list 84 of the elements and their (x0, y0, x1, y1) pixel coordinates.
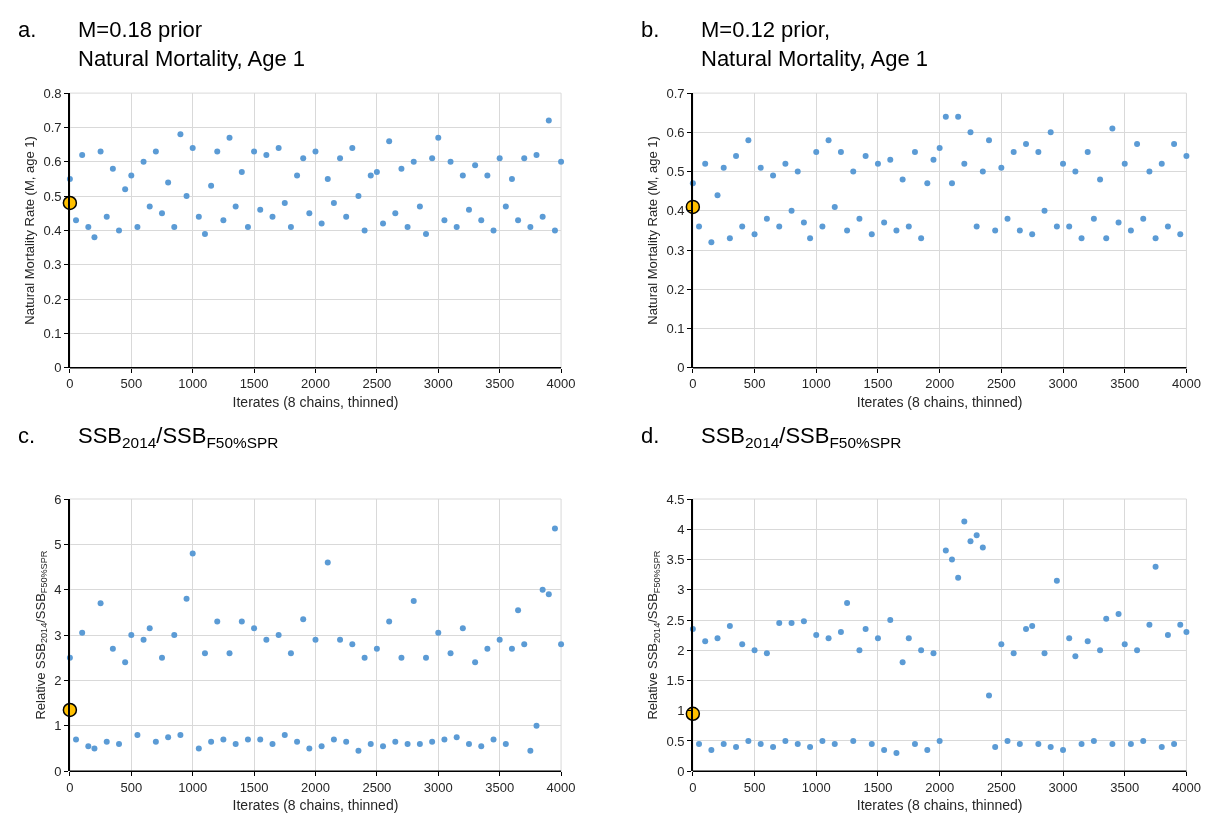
y-tick-label: 0 (677, 360, 685, 376)
y-tick-label: 0.6 (43, 154, 62, 170)
y-tick-label: 0.5 (666, 733, 685, 749)
x-tick-label: 0 (66, 779, 74, 795)
y-tick-label: 0.7 (666, 85, 685, 101)
y-tick-label: 2.5 (666, 612, 685, 628)
x-tick-label: 4000 (1171, 779, 1201, 795)
x-axis-title: Iterates (8 chains, thinned) (232, 797, 399, 814)
y-tick-label: 2 (54, 673, 62, 689)
y-tick-label: 0.3 (666, 242, 685, 258)
x-tick-label: 500 (743, 376, 766, 392)
y-tick-label: 0.6 (666, 124, 685, 140)
x-tick-label: 3000 (1048, 779, 1078, 795)
x-axis-title: Iterates (8 chains, thinned) (856, 393, 1023, 410)
y-tick-label: 2 (677, 642, 685, 658)
y-tick-label: 0.5 (43, 188, 62, 204)
x-tick-label: 0 (689, 779, 697, 795)
y-axis-title: Natural Mortality Rate (M, age 1) (21, 136, 37, 325)
y-tick-label: 3 (54, 627, 62, 643)
y-tick-label: 0 (677, 763, 685, 779)
x-tick-label: 3500 (1110, 779, 1140, 795)
x-tick-label: 3500 (485, 779, 515, 795)
y-tick-label: 0 (54, 763, 62, 779)
x-tick-label: 3500 (1110, 376, 1140, 392)
y-tick-label: 0.7 (43, 119, 62, 135)
x-tick-label: 3000 (1048, 376, 1078, 392)
chart-title: M=0.18 prior Natural Mortality, Age 1 (78, 17, 306, 71)
x-tick-label: 2500 (986, 779, 1016, 795)
y-tick-label: 0.3 (43, 257, 62, 273)
x-tick-label: 1500 (239, 376, 269, 392)
text: d. (641, 423, 660, 448)
y-tick-label: 3.5 (666, 552, 685, 568)
y-tick-label: 0.2 (666, 281, 685, 297)
x-axis-title: Iterates (8 chains, thinned) (232, 393, 399, 410)
y-tick-label: 0.1 (43, 326, 62, 342)
y-tick-label: 0.8 (43, 85, 62, 101)
text: a. (18, 17, 37, 42)
y-tick-label: 1.5 (666, 673, 685, 689)
x-tick-label: 2000 (301, 779, 330, 795)
y-tick-label: 0.4 (43, 223, 62, 238)
x-tick-label: 3000 (423, 376, 453, 392)
y-tick-label: 0.5 (666, 164, 685, 180)
chart-title: SSB$_{2014}$/SSB$_{F50%SPR}$ (701, 423, 902, 451)
x-tick-label: 3500 (485, 376, 515, 392)
x-tick-label: 2000 (925, 779, 955, 795)
x-tick-label: 1000 (801, 376, 831, 392)
x-tick-label: 2500 (362, 376, 392, 392)
y-axis-title: Natural Mortality Rate (M, age 1) (644, 136, 660, 325)
text: c. (18, 423, 36, 448)
y-tick-label: 0 (54, 360, 62, 376)
x-tick-label: 2500 (362, 779, 392, 795)
x-tick-label: 4000 (546, 376, 576, 392)
y-tick-label: 0.2 (43, 291, 62, 307)
x-tick-label: 2500 (986, 376, 1016, 392)
x-tick-label: 1500 (239, 779, 269, 795)
x-tick-label: 1500 (863, 376, 893, 392)
x-axis-title: Iterates (8 chains, thinned) (856, 797, 1023, 814)
y-tick-label: 1 (677, 703, 685, 719)
y-tick-label: 5 (54, 536, 62, 552)
x-tick-label: 0 (689, 376, 697, 392)
x-tick-label: 1000 (801, 779, 831, 795)
x-tick-label: 500 (120, 779, 143, 795)
x-tick-label: 4000 (1171, 376, 1201, 392)
y-tick-label: 0.4 (666, 203, 685, 219)
x-tick-label: 3000 (423, 779, 453, 795)
x-tick-label: 1000 (178, 376, 208, 392)
x-tick-label: 1000 (178, 779, 208, 795)
x-tick-label: 500 (120, 376, 143, 392)
chart-title: SSB$_{2014}$/SSB$_{F50%SPR}$ (78, 423, 279, 451)
text: b. (641, 17, 660, 42)
y-tick-label: 6 (54, 491, 62, 507)
chart-title: M=0.12 prior, Natural Mortality, Age 1 (701, 17, 929, 71)
y-tick-label: 4 (54, 582, 62, 598)
y-tick-label: 3 (677, 582, 685, 598)
x-tick-label: 0 (66, 376, 74, 392)
x-tick-label: 500 (743, 779, 766, 795)
x-tick-label: 4000 (546, 779, 576, 795)
y-tick-label: 0.1 (666, 321, 685, 337)
x-tick-label: 2000 (301, 376, 330, 392)
x-tick-label: 2000 (925, 376, 955, 392)
y-tick-label: 1 (54, 718, 62, 734)
x-tick-label: 1500 (863, 779, 893, 795)
y-tick-label: 4.5 (666, 491, 685, 507)
y-tick-label: 4 (677, 521, 685, 537)
